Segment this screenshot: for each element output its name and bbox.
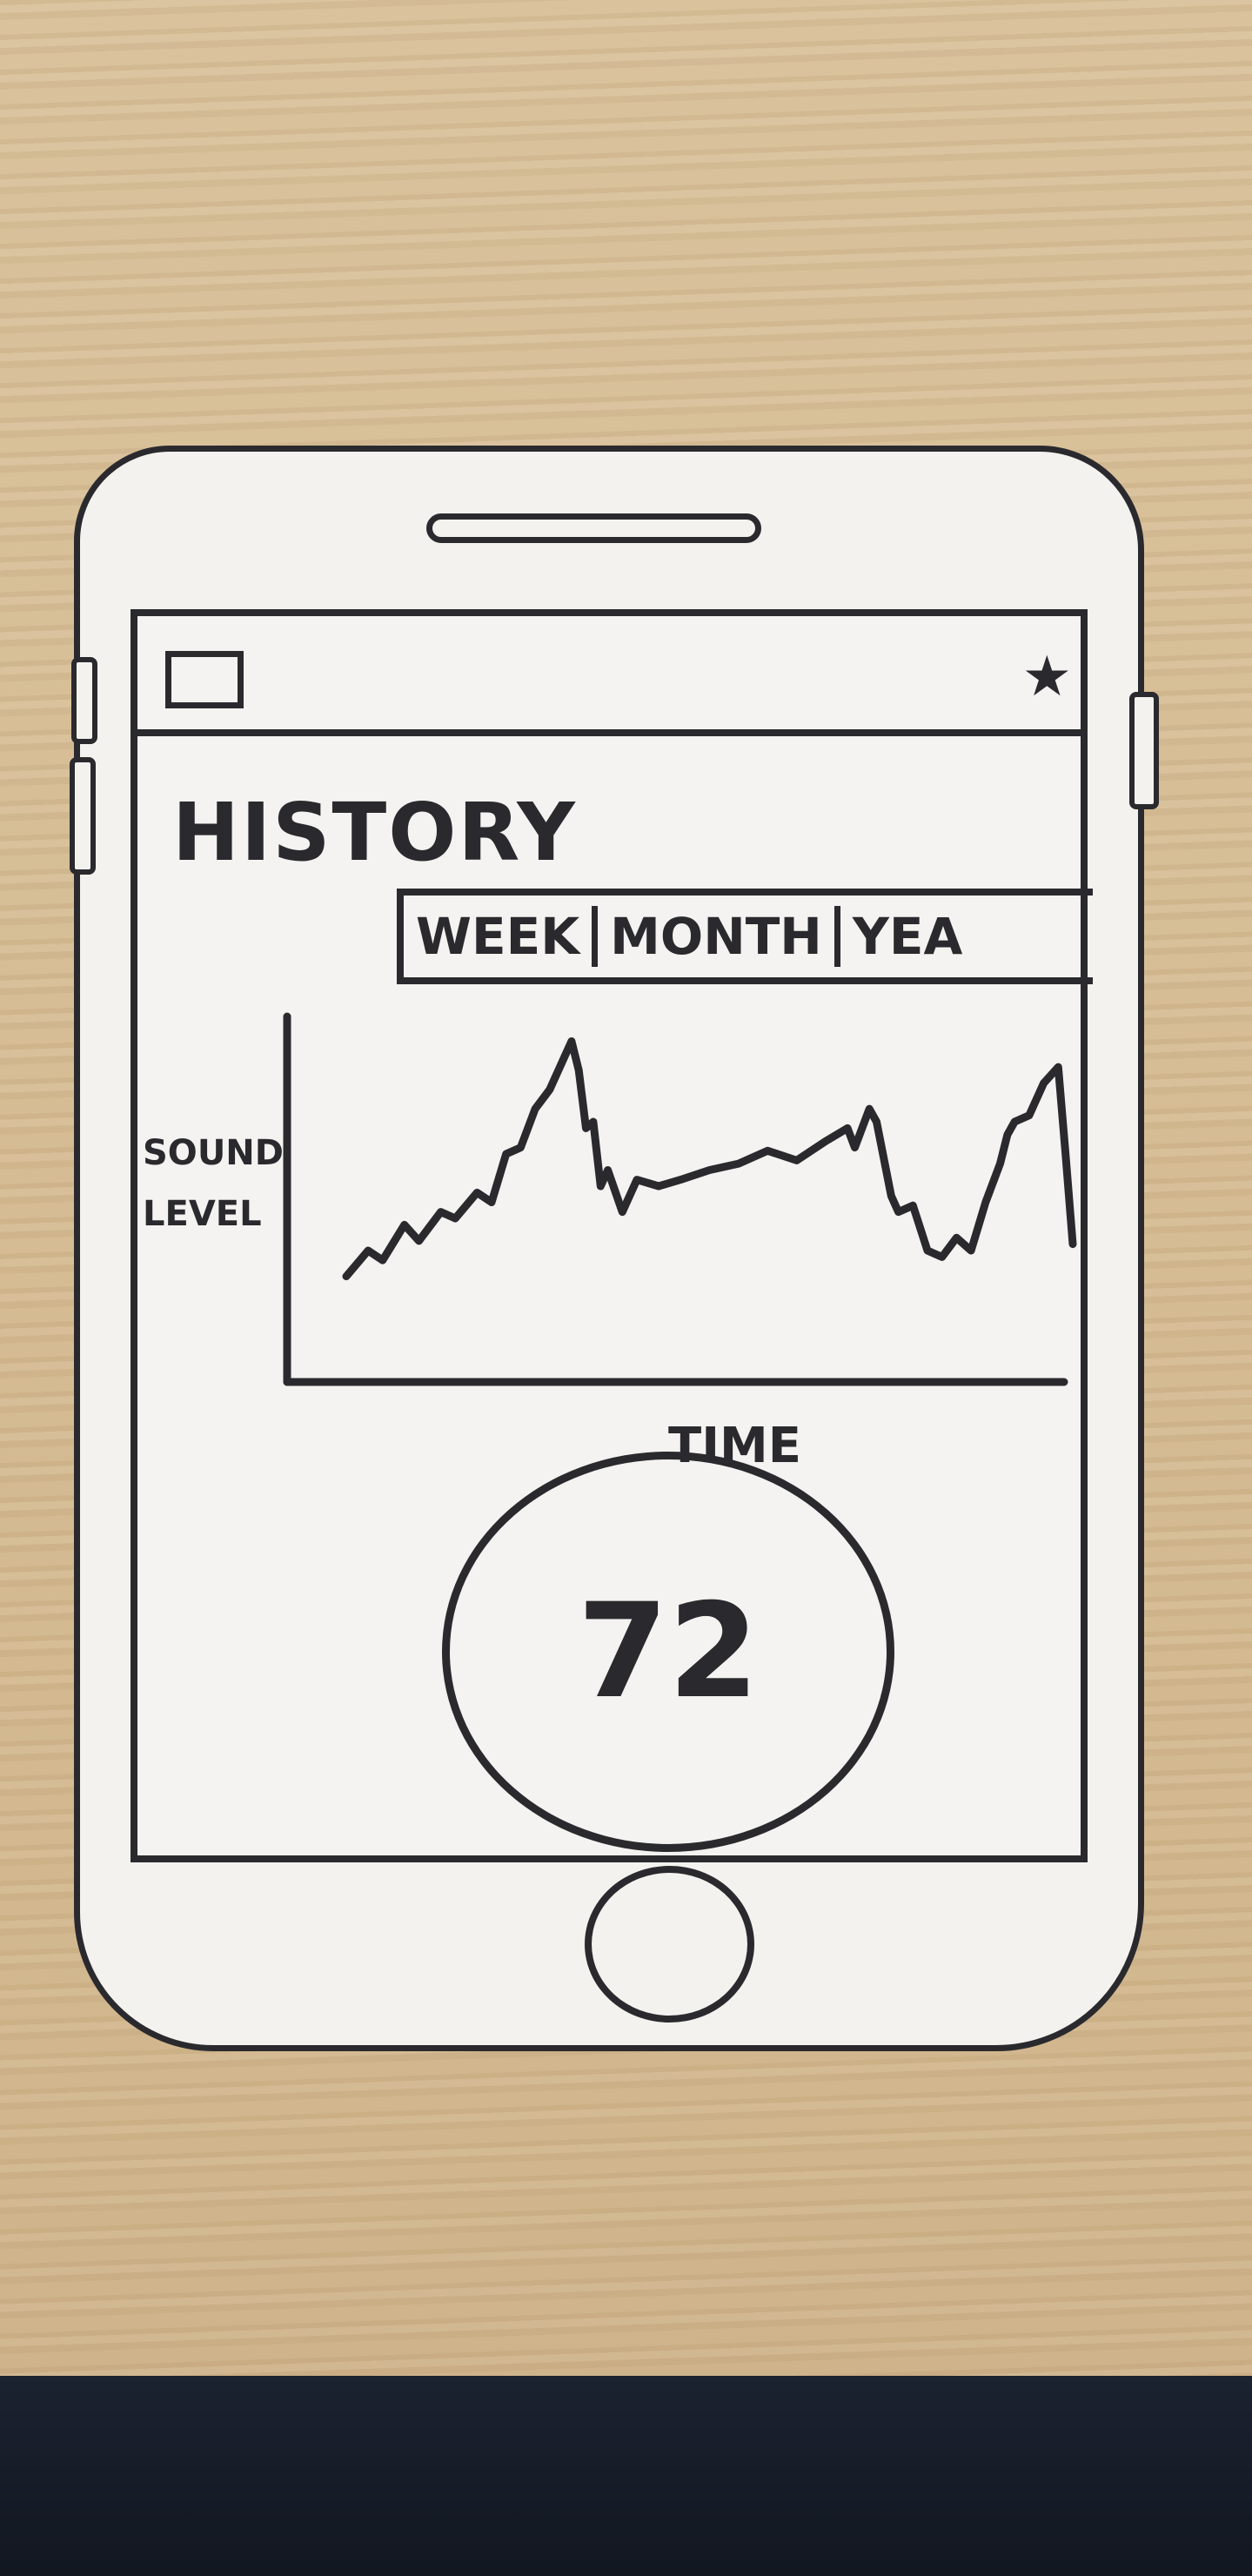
current-level-gauge: 72 bbox=[442, 1452, 894, 1852]
series-line-0 bbox=[342, 1037, 1077, 1281]
sound-history-chart: SOUND LEVEL TIME bbox=[143, 1012, 1077, 1474]
app-bar: ★ bbox=[137, 616, 1081, 736]
range-tabs: WEEK MONTH YEA bbox=[397, 889, 1093, 984]
speaker-grille bbox=[426, 513, 761, 543]
app-screen: ★ HISTORY WEEK MONTH YEA SOUND LEVEL TIM… bbox=[131, 609, 1093, 1862]
y-axis-label-line2: LEVEL bbox=[143, 1194, 262, 1234]
tab-year[interactable]: YEA bbox=[852, 907, 963, 966]
page-title: HISTORY bbox=[172, 786, 577, 879]
current-level-value: 72 bbox=[577, 1576, 760, 1727]
tab-divider bbox=[834, 906, 840, 967]
home-button[interactable] bbox=[585, 1866, 754, 2023]
star-icon[interactable]: ★ bbox=[1021, 645, 1072, 709]
background-floor bbox=[0, 2376, 1252, 2576]
volume-up-button[interactable] bbox=[71, 657, 97, 744]
tab-divider bbox=[592, 906, 599, 967]
tab-month[interactable]: MONTH bbox=[610, 907, 822, 966]
y-axis-label-line1: SOUND bbox=[143, 1133, 284, 1173]
menu-icon[interactable] bbox=[165, 651, 244, 708]
volume-down-button[interactable] bbox=[70, 757, 96, 875]
tab-week[interactable]: WEEK bbox=[416, 907, 580, 966]
power-button[interactable] bbox=[1129, 692, 1159, 809]
